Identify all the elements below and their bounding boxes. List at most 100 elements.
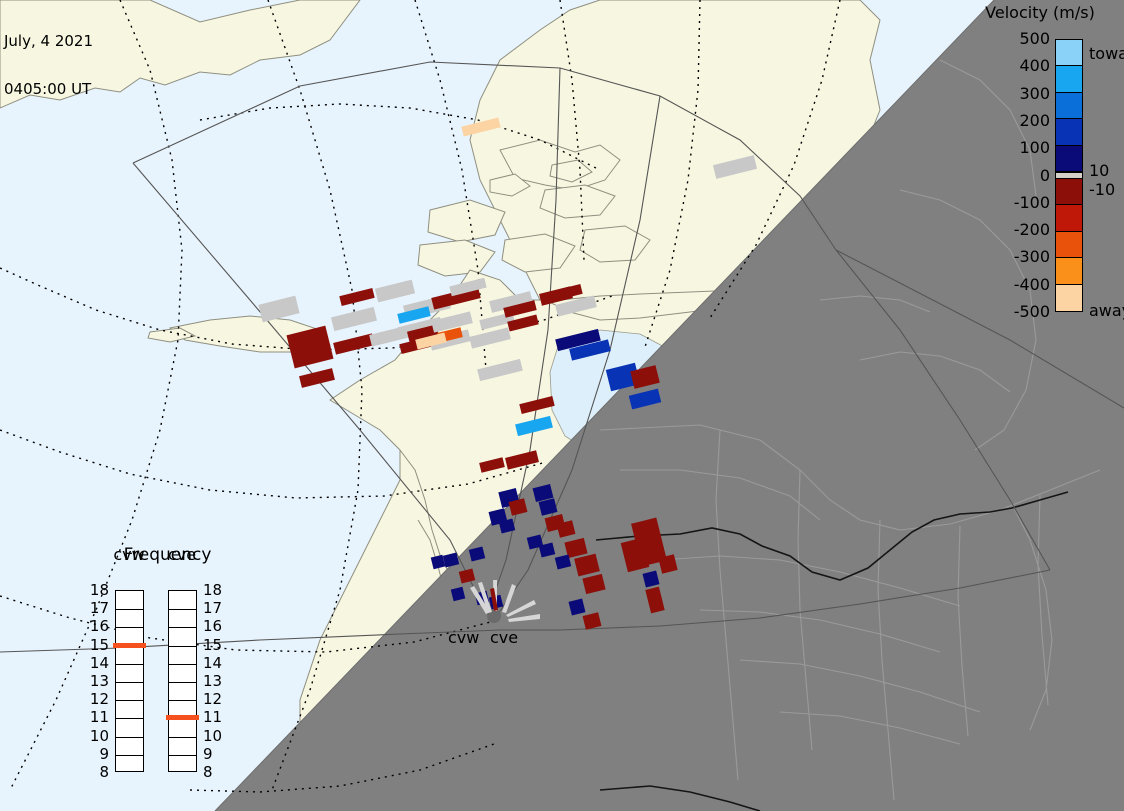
velocity-band-5 [1056, 171, 1082, 179]
frequency-tick [169, 736, 196, 738]
frequency-bar-cvw [115, 590, 144, 772]
velocity-tick--400: -400 [1013, 274, 1050, 294]
frequency-scale-label-11: 11 [203, 708, 223, 727]
velocity-away-label: away [1089, 301, 1124, 320]
frequency-scale-label-10: 10 [89, 726, 109, 745]
scatter-cell [554, 554, 572, 570]
frequency-marker-cve [166, 715, 199, 721]
scatter-cell [582, 612, 602, 630]
scatter-cell [582, 573, 606, 595]
scatter-cell [369, 325, 411, 347]
velocity-tick-200: 200 [1019, 110, 1050, 130]
scatter-cell [574, 553, 600, 577]
frequency-tick [116, 663, 143, 665]
frequency-tick [116, 754, 143, 756]
scatter-cell [532, 484, 554, 502]
scatter-cell [430, 554, 446, 570]
frequency-scale-label-15: 15 [203, 635, 223, 654]
frequency-tick [116, 736, 143, 738]
frequency-tick [169, 700, 196, 702]
frequency-tick [169, 754, 196, 756]
scatter-cell [538, 498, 558, 516]
frequency-tick [169, 609, 196, 611]
radar-scatter-cells [258, 117, 758, 630]
frequency-tick [116, 700, 143, 702]
frequency-scale-label-12: 12 [203, 690, 223, 709]
velocity-tick--500: -500 [1013, 302, 1050, 321]
frequency-tick [116, 609, 143, 611]
scatter-cell [568, 598, 586, 616]
scatter-cell [569, 339, 611, 361]
scatter-cell [503, 300, 537, 318]
scatter-cell [406, 324, 440, 344]
scatter-cell [526, 534, 544, 550]
velocity-tick-0: 0 [1039, 165, 1050, 185]
frequency-tick [169, 663, 196, 665]
scatter-cell [658, 554, 678, 574]
scatter-cell [458, 568, 476, 584]
scatter-cell [712, 155, 758, 179]
frequency-tick [169, 627, 196, 629]
frequency-tick [116, 627, 143, 629]
scatter-cell [605, 362, 641, 392]
scatter-cell [415, 332, 447, 350]
scatter-cell [479, 457, 505, 473]
scatter-cell [333, 333, 375, 355]
timestamp-time: 0405:00 UT [4, 80, 92, 98]
frequency-bar-cve [168, 590, 197, 772]
frequency-scale-label-18: 18 [203, 581, 223, 599]
velocity-band-1 [1056, 66, 1082, 93]
velocity-tick--200: -200 [1013, 220, 1050, 240]
velocity-legend-title: Velocity (m/s) [985, 3, 1095, 22]
velocity-tick-100: 100 [1019, 138, 1050, 158]
velocity-band-0 [1056, 40, 1082, 67]
timestamp: July, 4 2021 0405:00 UT [4, 1, 93, 129]
scatter-cell [642, 570, 660, 588]
frequency-scale-label-8: 8 [99, 763, 109, 781]
scatter-cell [450, 586, 466, 602]
scatter-cell [258, 295, 300, 323]
frequency-scale-label-9: 9 [99, 744, 109, 763]
scatter-cell [620, 537, 650, 573]
frequency-scale-label-15: 15 [89, 635, 109, 654]
radar-fov-boundaries [0, 61, 1124, 653]
scatter-cell [461, 117, 501, 137]
scatter-cell [555, 328, 601, 352]
scatter-cell [469, 327, 511, 349]
radar-beam-fans [470, 580, 540, 622]
scatter-cell [628, 388, 662, 410]
frequency-scale-label-17: 17 [89, 599, 109, 618]
scatter-cell [645, 586, 665, 614]
frequency-marker-cvw [113, 642, 146, 648]
velocity-band-10 [1056, 284, 1082, 311]
velocity-tick-400: 400 [1019, 56, 1050, 76]
scatter-cell [630, 365, 660, 389]
velocity-positive-threshold-label: 10 [1089, 161, 1110, 180]
site-label-cve: cve [490, 628, 519, 647]
radar-site-marker [487, 609, 501, 623]
frequency-scale-label-14: 14 [89, 653, 109, 672]
scatter-cell [339, 288, 375, 306]
frequency-column-name-cvw: cvw [113, 545, 145, 564]
scatter-cell [286, 325, 334, 369]
scatter-cell [507, 314, 539, 332]
frequency-scale-label-11: 11 [89, 708, 109, 727]
frequency-tick [116, 682, 143, 683]
radar-beam-highlight [490, 588, 498, 611]
site-label-cvw: cvw [448, 628, 480, 647]
scatter-cell [555, 295, 597, 317]
scatter-cell [547, 284, 583, 302]
velocity-tick--300: -300 [1013, 247, 1050, 267]
scatter-cell [477, 358, 523, 382]
frequency-scale-label-16: 16 [89, 617, 109, 636]
scatter-cell [564, 537, 588, 559]
graticule [0, 0, 841, 793]
scatter-cell [505, 450, 539, 470]
scatter-cell [519, 396, 555, 414]
scatter-cell [498, 518, 516, 534]
velocity-band-2 [1056, 92, 1082, 120]
velocity-colorbar [1055, 39, 1083, 312]
frequency-legend: Frequency cvw cve 18 17 16 15 14 13 12 11 10 9 8 1… [85, 545, 250, 795]
